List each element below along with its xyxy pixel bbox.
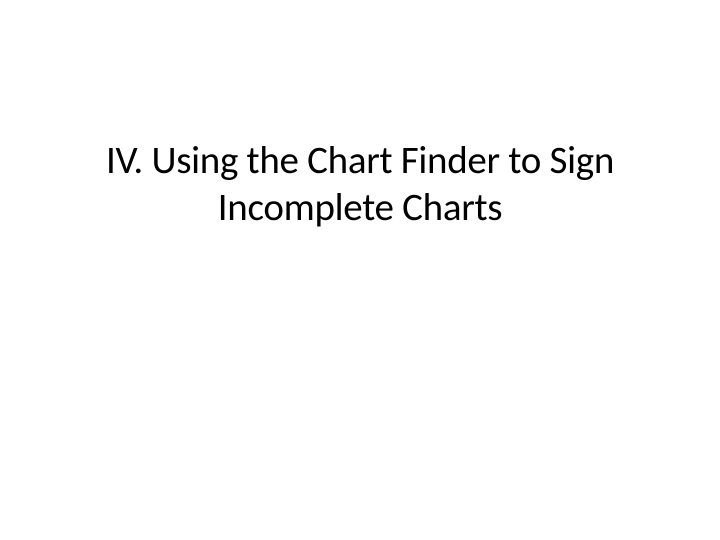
slide-title-line-2: Incomplete Charts — [60, 185, 660, 232]
slide-title-line-1: IV. Using the Chart Finder to Sign — [60, 138, 660, 185]
slide-container: IV. Using the Chart Finder to Sign Incom… — [0, 0, 720, 540]
title-block: IV. Using the Chart Finder to Sign Incom… — [60, 138, 660, 232]
